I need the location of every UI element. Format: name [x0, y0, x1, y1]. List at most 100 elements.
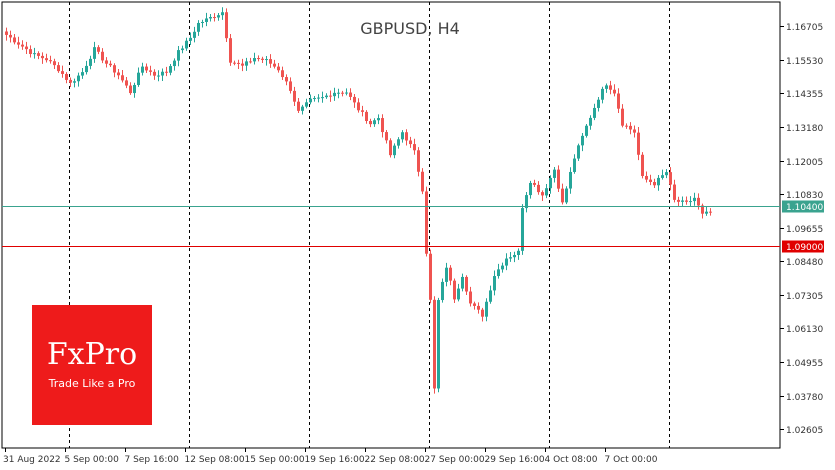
- candle-body: [33, 53, 36, 55]
- candle-body: [609, 85, 612, 90]
- candles: [5, 7, 712, 394]
- candle-10: [45, 53, 48, 63]
- y-tick-label-6: 1.09655: [786, 225, 823, 235]
- candle-138: [557, 165, 560, 192]
- candle-body: [437, 300, 440, 389]
- candle-5: [25, 41, 28, 54]
- candle-body: [49, 60, 52, 62]
- candle-104: [421, 168, 424, 195]
- candle-57: [233, 60, 236, 66]
- candle-body: [449, 267, 452, 281]
- price-tag-current: [782, 200, 824, 213]
- candle-body: [169, 66, 172, 73]
- candle-82: [333, 87, 336, 101]
- candle-body: [161, 71, 164, 76]
- candle-body: [401, 132, 404, 140]
- candle-body: [157, 75, 160, 77]
- candle-body: [361, 110, 364, 112]
- candle-body: [365, 111, 368, 121]
- candle-30: [125, 77, 128, 89]
- candle-55: [225, 8, 228, 43]
- candle-120: [485, 298, 488, 322]
- candle-body: [529, 182, 532, 196]
- candle-99: [401, 130, 404, 143]
- price-tag-level: [782, 240, 824, 253]
- candle-body: [645, 175, 648, 180]
- candle-149: [601, 86, 604, 104]
- candle-127: [513, 251, 516, 263]
- candle-67: [273, 59, 276, 69]
- candle-body: [105, 60, 108, 64]
- candle-49: [201, 19, 204, 28]
- candle-70: [285, 74, 288, 86]
- candle-1: [9, 30, 12, 43]
- candle-68: [277, 63, 280, 73]
- candle-16: [69, 77, 72, 88]
- candle-body: [573, 158, 576, 172]
- candle-27: [113, 63, 116, 78]
- candle-body: [273, 63, 276, 67]
- candle-164: [661, 169, 664, 180]
- candle-89: [361, 105, 364, 117]
- candle-148: [597, 96, 600, 112]
- candle-59: [241, 58, 244, 72]
- candle-130: [525, 191, 528, 213]
- candle-29: [121, 69, 124, 83]
- candle-body: [693, 197, 696, 202]
- candle-151: [609, 80, 612, 95]
- candle-body: [117, 72, 120, 76]
- period-separators: [69, 2, 670, 448]
- candle-body: [617, 93, 620, 109]
- candle-109: [441, 278, 444, 303]
- candle-body: [321, 97, 324, 99]
- candle-34: [141, 62, 144, 76]
- candle-22: [93, 41, 96, 63]
- candle-110: [445, 262, 448, 287]
- candle-96: [389, 138, 392, 158]
- candle-150: [605, 83, 608, 93]
- candle-108: [437, 297, 440, 393]
- price-tag-label-current: 1.10400: [786, 203, 823, 213]
- candle-body: [633, 129, 636, 133]
- candle-body: [13, 37, 16, 43]
- candle-81: [329, 90, 332, 102]
- candle-body: [53, 61, 56, 66]
- candle-172: [693, 192, 696, 206]
- candle-139: [561, 183, 564, 205]
- candle-body: [641, 154, 644, 176]
- candle-112: [453, 278, 456, 303]
- candle-body: [297, 101, 300, 111]
- candle-body: [417, 150, 420, 172]
- candle-body: [653, 181, 656, 186]
- candle-body: [509, 257, 512, 259]
- candle-body: [585, 125, 588, 136]
- candle-72: [293, 86, 296, 107]
- candle-body: [221, 12, 224, 16]
- candle-92: [373, 118, 376, 127]
- candle-83: [337, 88, 340, 99]
- y-tick-label-10: 1.04955: [786, 359, 823, 369]
- candle-131: [529, 180, 532, 199]
- candle-body: [413, 144, 416, 151]
- candle-body: [265, 59, 268, 61]
- candle-body: [185, 40, 188, 49]
- candle-body: [533, 182, 536, 185]
- candle-body: [81, 72, 84, 76]
- candle-121: [489, 285, 492, 304]
- candle-102: [413, 138, 416, 155]
- candle-body: [277, 66, 280, 71]
- candle-140: [565, 186, 568, 205]
- candle-126: [509, 252, 512, 262]
- candle-43: [177, 46, 180, 67]
- candle-body: [137, 72, 140, 85]
- candle-body: [241, 63, 244, 66]
- candle-body: [113, 65, 116, 73]
- candle-body: [229, 38, 232, 63]
- candle-body: [129, 85, 132, 94]
- candle-114: [461, 273, 464, 292]
- candle-71: [289, 77, 292, 94]
- candle-body: [569, 171, 572, 189]
- candle-body: [217, 15, 220, 18]
- candle-body: [673, 184, 676, 200]
- candle-24: [101, 48, 104, 64]
